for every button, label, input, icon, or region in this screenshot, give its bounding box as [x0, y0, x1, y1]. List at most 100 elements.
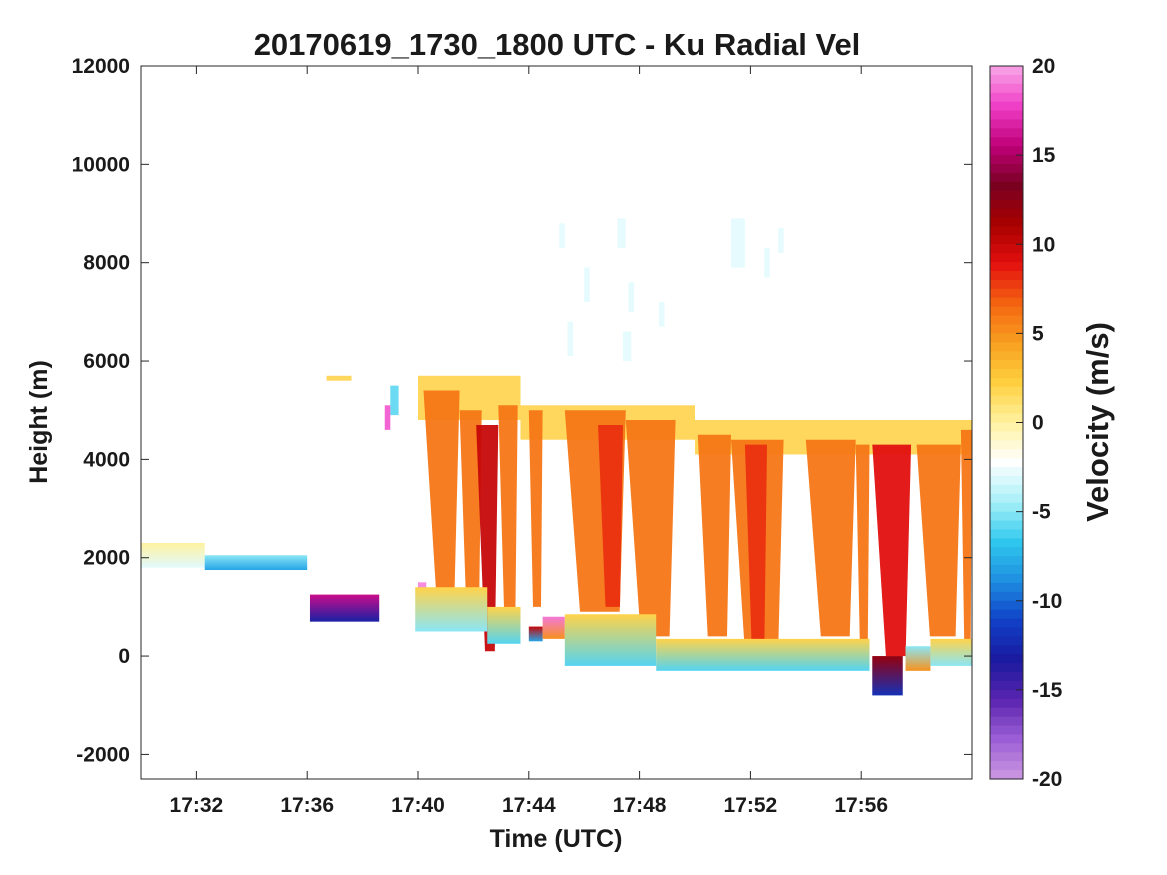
colorbar-band — [990, 716, 1023, 727]
precip-column — [423, 390, 460, 593]
colorbar-band — [990, 484, 1023, 495]
colorbar-band — [990, 306, 1023, 317]
colorbar-band — [990, 440, 1023, 450]
high-echo — [778, 228, 784, 253]
y-axis-label: Height (m) — [25, 360, 53, 484]
x-tick-label: 17:44 — [502, 794, 556, 817]
colorbar-band — [990, 529, 1023, 539]
colorbar-band — [990, 128, 1023, 138]
colorbar-band — [990, 155, 1023, 165]
x-axis-label: Time (UTC) — [490, 825, 623, 853]
colorbar-band — [990, 502, 1023, 513]
colorbar-band — [990, 270, 1023, 281]
colorbar-band — [990, 618, 1023, 629]
velocity-segment — [542, 616, 565, 639]
colorbar-band — [990, 413, 1023, 424]
precip-column — [855, 444, 870, 642]
colorbar-band — [990, 538, 1023, 548]
velocity-segment — [930, 638, 972, 666]
colorbar-band — [990, 244, 1023, 254]
x-tick-label: 17:48 — [613, 794, 667, 817]
colorbar-tick-label: -5 — [1032, 501, 1051, 524]
colorbar-band — [990, 734, 1023, 744]
colorbar-band — [990, 698, 1023, 709]
x-tick-label: 17:32 — [170, 794, 224, 817]
y-tick-label: -2000 — [76, 743, 130, 766]
colorbar-band — [990, 279, 1023, 290]
velocity-segment — [905, 646, 931, 671]
colorbar-band — [990, 636, 1023, 646]
colorbar-band — [990, 672, 1023, 682]
velocity-segment — [309, 594, 380, 622]
colorbar-band — [990, 493, 1023, 504]
colorbar-band — [990, 600, 1023, 611]
colorbar-band — [990, 404, 1023, 415]
precip-column — [872, 444, 912, 657]
colorbar-band — [990, 458, 1023, 468]
x-axis-ticks: 17:32 17:36 17:40 17:44 17:48 17:52 17:56 — [170, 66, 888, 817]
colorbar-band — [990, 66, 1023, 76]
precip-column — [697, 434, 731, 637]
colorbar-label: Velocity (m/s) — [1080, 322, 1115, 522]
colorbar-band — [990, 226, 1023, 236]
colorbar-band — [990, 422, 1023, 433]
colorbar-band — [990, 725, 1023, 736]
colorbar-band — [990, 324, 1023, 334]
cloud-top-layer — [326, 375, 352, 381]
colorbar-band — [990, 663, 1023, 673]
velocity-segment — [415, 587, 488, 632]
y-tick-label: 2000 — [83, 547, 130, 570]
colorbar-band — [990, 101, 1023, 112]
precip-column — [476, 425, 499, 652]
colorbar-band — [990, 574, 1023, 584]
high-echo — [628, 282, 635, 312]
x-tick-label: 17:40 — [391, 794, 445, 817]
precip-column — [805, 439, 856, 637]
colorbar-band — [990, 520, 1023, 531]
colorbar-tick-label: 10 — [1032, 233, 1055, 256]
high-echo — [617, 218, 626, 248]
high-echo — [384, 405, 391, 430]
colorbar-band — [990, 556, 1023, 566]
velocity-segment — [487, 606, 521, 644]
colorbar-tick-label: -10 — [1032, 590, 1062, 613]
velocity-segment — [656, 638, 870, 671]
high-echo — [390, 385, 399, 416]
colorbar-band — [990, 315, 1023, 326]
colorbar-band — [990, 565, 1023, 575]
colorbar-band — [990, 743, 1023, 753]
colorbar-band — [990, 74, 1023, 85]
colorbar-band — [990, 217, 1023, 228]
colorbar-tick-label: -20 — [1032, 768, 1062, 791]
velocity-segment — [204, 555, 308, 571]
y-tick-label: 10000 — [72, 153, 130, 176]
colorbar-band — [990, 395, 1023, 406]
colorbar-band — [990, 288, 1023, 299]
colorbar-band — [990, 333, 1023, 343]
precip-column — [625, 420, 676, 637]
high-echo — [731, 218, 745, 268]
colorbar-band — [990, 761, 1023, 771]
colorbar-band — [990, 253, 1023, 263]
y-tick-label: 0 — [118, 645, 130, 668]
colorbar-band — [990, 591, 1023, 602]
colorbar-band — [990, 752, 1023, 762]
colorbar-band — [990, 164, 1023, 174]
high-echo — [764, 247, 770, 278]
colorbar-band — [990, 680, 1023, 691]
colorbar-band — [990, 137, 1023, 147]
y-axis-ticks: 12000 10000 8000 6000 4000 2000 0 -2000 — [72, 55, 972, 766]
colorbar-band — [990, 172, 1023, 183]
colorbar-band — [990, 92, 1023, 103]
colorbar-band — [990, 119, 1023, 129]
colorbar-band — [990, 377, 1023, 388]
colorbar-band — [990, 770, 1023, 780]
high-echo — [567, 321, 574, 357]
colorbar-band — [990, 707, 1023, 718]
high-echo — [559, 223, 565, 248]
high-echo — [622, 331, 632, 362]
colorbar-band — [990, 582, 1023, 593]
colorbar-band — [990, 181, 1023, 192]
colorbar-band — [990, 297, 1023, 308]
